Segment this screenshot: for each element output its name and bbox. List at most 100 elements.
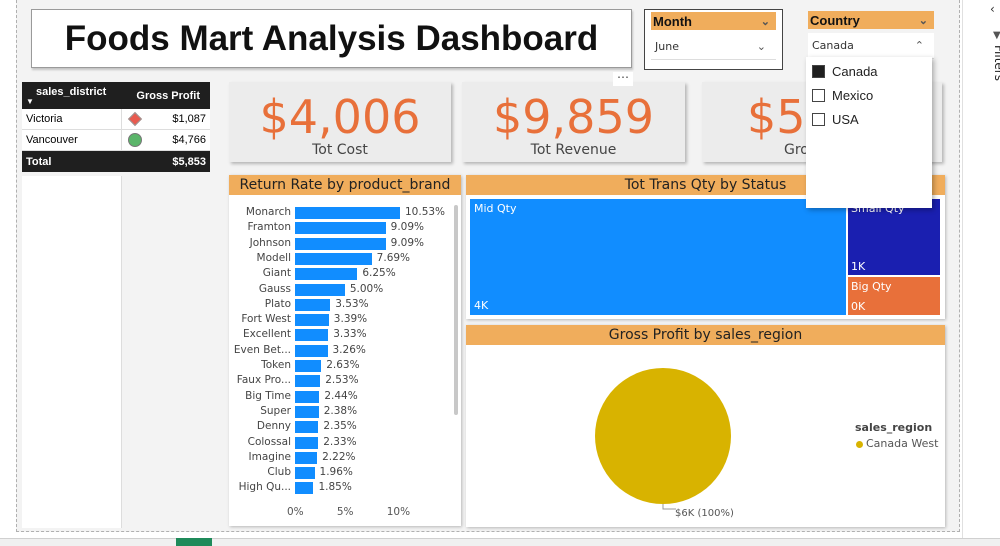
chart-title: Gross Profit by sales_region [466, 325, 945, 345]
bar[interactable] [295, 329, 329, 342]
country-option[interactable]: USA [806, 107, 932, 131]
gross-profit-pie: Gross Profit by sales_region $6K (100%) … [466, 325, 945, 527]
bar-row[interactable]: Super 2.38% [229, 404, 459, 419]
filters-label: Filters [992, 45, 1000, 81]
bar[interactable] [295, 451, 318, 464]
kpi-value: $4,006 [259, 90, 421, 144]
country-option-label: USA [832, 111, 859, 127]
bar[interactable] [295, 283, 345, 296]
kpi-card-revenue[interactable]: $9,859 Tot Revenue [462, 82, 685, 162]
bar-category-label: Faux Pro... [236, 374, 291, 387]
more-options-icon[interactable]: ⋯ [613, 71, 633, 86]
red-diamond-icon [127, 111, 143, 127]
bar[interactable] [295, 467, 315, 480]
kpi-value: $5 [747, 90, 806, 144]
country-option[interactable]: Canada [806, 59, 932, 83]
bar[interactable] [295, 268, 358, 281]
bar[interactable] [295, 360, 322, 372]
sort-arrow-icon[interactable]: ▼ [26, 96, 34, 106]
bar-category-label: Super [260, 404, 291, 417]
bar-row[interactable]: Monarch 10.53% [229, 205, 459, 220]
bar-row[interactable]: Colossal 2.33% [229, 435, 459, 450]
bar[interactable] [295, 436, 319, 449]
bar[interactable] [295, 207, 400, 219]
bar[interactable] [295, 298, 331, 311]
country-slicer[interactable]: Country ⌄ Canada ⌃ [806, 9, 936, 59]
country-option[interactable]: Mexico [806, 83, 932, 107]
bar-row[interactable]: Johnson 9.09% [229, 236, 459, 251]
active-page-tab[interactable] [176, 538, 212, 546]
column-header-gross-profit[interactable]: Gross Profit [136, 89, 200, 102]
bar-row[interactable]: Gauss 5.00% [229, 282, 459, 297]
bar[interactable] [295, 222, 386, 235]
bar-value-label: 1.85% [318, 481, 352, 494]
checkbox-checked-icon[interactable] [812, 64, 825, 78]
leader-line [662, 504, 676, 510]
bar-row[interactable]: Excellent 3.33% [229, 327, 459, 342]
total-label: Total [26, 155, 52, 168]
country-dropdown[interactable]: Canada ⌃ [808, 33, 934, 59]
bar-value-label: 9.09% [390, 221, 424, 234]
legend-item[interactable]: Canada West [866, 437, 939, 450]
bar-row[interactable]: Framton 9.09% [229, 220, 459, 235]
x-tick-label: 5% [336, 506, 354, 518]
bar-row[interactable]: Club 1.96% [229, 465, 459, 480]
chevron-down-icon[interactable]: ⌄ [760, 15, 770, 28]
table-row[interactable]: Victoria $1,087 [22, 109, 210, 130]
bar-value-label: 2.44% [324, 389, 358, 402]
pie-slice[interactable] [595, 368, 731, 504]
dashboard-title: Foods Mart Analysis Dashboard [64, 18, 599, 58]
bar-category-label: Even Bet... [233, 343, 291, 356]
bar-row[interactable]: Faux Pro... 2.53% [229, 373, 459, 388]
kpi-value: $9,859 [493, 90, 654, 144]
bar[interactable] [295, 375, 321, 388]
checkbox-icon[interactable] [812, 112, 825, 126]
chevron-down-icon: ⌄ [756, 40, 766, 53]
table-header: sales_district ▼ Gross Profit [22, 82, 210, 109]
scrollbar[interactable] [454, 205, 458, 415]
bar[interactable] [295, 421, 319, 434]
bar-row[interactable]: Modell 7.69% [229, 251, 459, 266]
bar[interactable] [295, 237, 386, 250]
month-dropdown[interactable]: June ⌄ [651, 34, 776, 60]
bar-row[interactable]: Denny 2.35% [229, 419, 459, 434]
x-axis: 0% 5% 10% [229, 506, 461, 520]
bar-value-label: 6.25% [362, 267, 396, 280]
bar[interactable] [295, 390, 320, 403]
bar-row[interactable]: Fort West 3.39% [229, 312, 459, 327]
collapse-arrow-icon[interactable]: ‹ [990, 2, 995, 16]
bar-row[interactable]: Even Bet... 3.26% [229, 343, 459, 358]
month-slicer[interactable]: Month ⌄ June ⌄ [644, 9, 783, 70]
gross-profit-table: sales_district ▼ Gross Profit Victoria $… [22, 82, 210, 172]
chevron-down-icon[interactable]: ⌄ [918, 14, 928, 27]
bar[interactable] [295, 482, 314, 495]
treemap-tile[interactable]: Big Qty 0K [848, 277, 940, 315]
bar-value-label: 3.53% [335, 297, 369, 310]
tile-value: 0K [851, 300, 866, 313]
dashboard-title-box: Foods Mart Analysis Dashboard [31, 9, 632, 68]
bar[interactable] [295, 405, 319, 418]
bar-row[interactable]: Token 2.63% [229, 358, 459, 373]
checkbox-icon[interactable] [812, 88, 825, 102]
kpi-label: Tot Cost [312, 142, 368, 158]
treemap-tile[interactable]: Small Qty 1K [848, 199, 940, 275]
bar-category-label: Club [267, 466, 291, 479]
chart-title: Return Rate by product_brand [229, 175, 461, 195]
bar-row[interactable]: Imagine 2.22% [229, 450, 459, 465]
row-district: Vancouver [26, 134, 78, 146]
bar-row[interactable]: Plato 3.53% [229, 297, 459, 312]
bar[interactable] [295, 252, 372, 265]
bar-category-label: Imagine [248, 450, 291, 463]
bar-value-label: 10.53% [405, 206, 446, 218]
bar-row[interactable]: Giant 6.25% [229, 266, 459, 281]
filters-pane[interactable]: ‹ ▼ Filters [962, 0, 1000, 546]
kpi-card-cost[interactable]: $4,006 Tot Cost [229, 82, 451, 162]
table-row[interactable]: Vancouver $4,766 [22, 130, 210, 151]
bar-value-label: 7.69% [376, 251, 411, 264]
bar[interactable] [295, 314, 329, 327]
treemap-tile[interactable]: Mid Qty 4K [470, 199, 846, 315]
bar-row[interactable]: High Qu... 1.85% [229, 480, 459, 495]
column-header-sales-district[interactable]: sales_district [36, 85, 107, 98]
bar[interactable] [295, 344, 328, 357]
bar-row[interactable]: Big Time 2.44% [229, 389, 459, 404]
